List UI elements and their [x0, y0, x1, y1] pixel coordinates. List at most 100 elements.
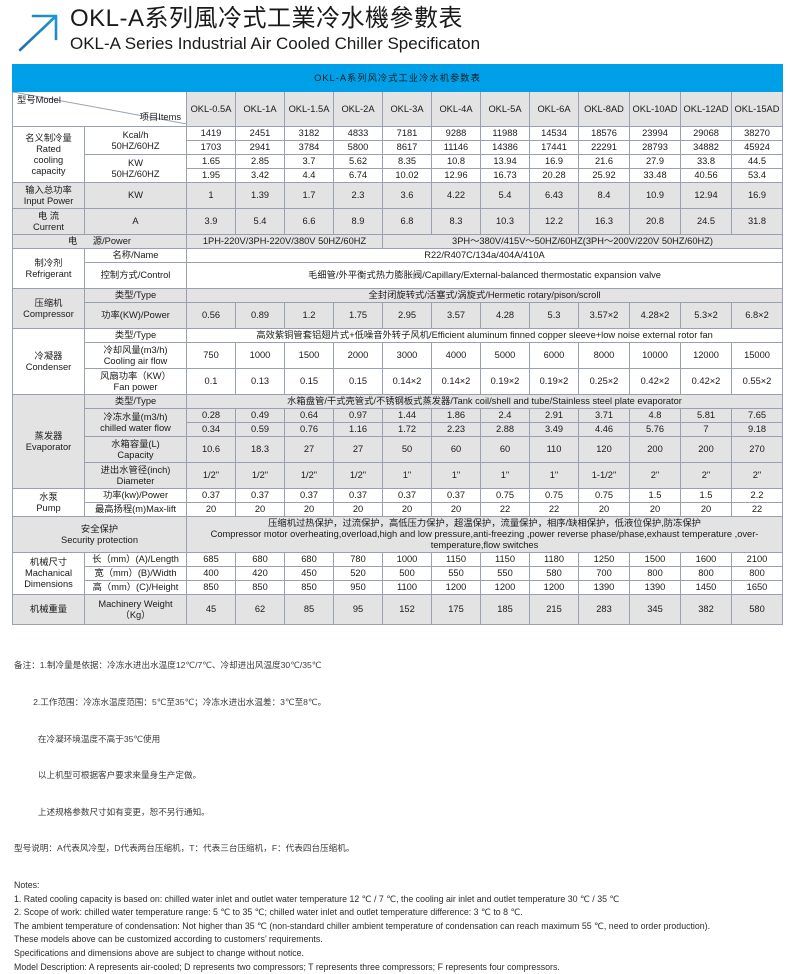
sub-label-weight-unit: Machinery Weight （Kg） — [84, 594, 187, 625]
cell: 18576 — [578, 126, 630, 141]
cell: 13.94 — [480, 154, 530, 169]
cell: 9.18 — [730, 422, 784, 437]
cell: 0.15 — [333, 368, 383, 395]
cell: 2.91 — [529, 408, 579, 423]
cell: 45 — [186, 594, 236, 625]
cell: 1.95 — [186, 168, 236, 183]
cell: 3.42 — [235, 168, 285, 183]
cell: 10.3 — [480, 208, 530, 235]
model-header-10: OKL-12AD — [680, 91, 732, 127]
cell: 1200 — [480, 580, 530, 595]
cell: 4833 — [333, 126, 383, 141]
cell: 12.2 — [529, 208, 579, 235]
cell: 1/2" — [284, 462, 334, 489]
cell: 1200 — [431, 580, 481, 595]
table-header-row: 型号Model 项目Items OKL-0.5A OKL-1A OKL-1.5A… — [12, 91, 784, 127]
cell: 2451 — [235, 126, 285, 141]
unit-current: A — [84, 208, 187, 235]
note-cn-2: 在冷凝环境温度不高于35℃使用 — [14, 733, 161, 744]
cell: 580 — [529, 566, 579, 581]
cell: 6.43 — [529, 182, 579, 209]
cell: 12.96 — [431, 168, 481, 183]
cell: 0.19×2 — [480, 368, 530, 395]
cell: 16.9 — [730, 182, 784, 209]
cell: 3182 — [284, 126, 334, 141]
cell: 7 — [680, 422, 732, 437]
sub-label-height: 高（mm）(C)/Height — [84, 580, 187, 595]
cell: 7.65 — [730, 408, 784, 423]
cell: 0.75 — [578, 488, 630, 503]
cell: 60 — [431, 436, 481, 463]
cell: 283 — [578, 594, 630, 625]
cell: 16.9 — [529, 154, 579, 169]
model-header-1: OKL-1A — [235, 91, 285, 127]
cell: 2100 — [730, 552, 784, 567]
cell: 700 — [578, 566, 630, 581]
sub-label-evaporator-capacity: 水箱容量(L) Capacity — [84, 436, 187, 463]
cell: 85 — [284, 594, 334, 625]
cell: 152 — [382, 594, 432, 625]
cell: 4000 — [431, 342, 481, 369]
cell: 7181 — [382, 126, 432, 141]
cell: 1/2" — [235, 462, 285, 489]
cell: 8000 — [578, 342, 630, 369]
cell: 5800 — [333, 140, 383, 155]
sub-label-condenser-fanpower: 风扇功率（KW） Fan power — [84, 368, 187, 395]
page-header: OKL-A系列風冷式工業冷水機參數表 OKL-A Series Industri… — [0, 0, 790, 56]
cell: 20 — [235, 502, 285, 517]
cell: 1703 — [186, 140, 236, 155]
cell: 4.46 — [578, 422, 630, 437]
row-power-supply: 电 源/Power 1PH-220V/3PH-220V/380V 50HZ/60… — [12, 234, 784, 249]
cell: 4.4 — [284, 168, 334, 183]
group-label-compressor: 压缩机 Compressor — [12, 288, 85, 329]
cell: 3.57 — [431, 302, 481, 329]
cell: 382 — [680, 594, 732, 625]
spec-table-wrap: OKL-A系列风冷式工业冷水机参数表 型号Model 项目Items OKL-0… — [11, 64, 784, 625]
model-header-4: OKL-3A — [382, 91, 432, 127]
cell: 1.75 — [333, 302, 383, 329]
corner-label-model: 型号Model — [17, 95, 61, 105]
cell: 6.6 — [284, 208, 334, 235]
cell: 8.9 — [333, 208, 383, 235]
row-security-protection: 安全保护 Security protection 压缩机过热保护，过流保护，高低… — [12, 516, 784, 553]
cell: 5.3 — [529, 302, 579, 329]
sub-label-pump-power: 功率(kw)/Power — [84, 488, 187, 503]
cell: 1" — [529, 462, 579, 489]
cell: 5.76 — [629, 422, 681, 437]
row-compressor-power: 功率(KW)/Power 0.56 0.89 1.2 1.75 2.95 3.5… — [12, 302, 784, 329]
cell: 2.95 — [382, 302, 432, 329]
cell: 1500 — [629, 552, 681, 567]
cell: 20 — [431, 502, 481, 517]
cell: 1.72 — [382, 422, 432, 437]
cell: 450 — [284, 566, 334, 581]
cell: 2.3 — [333, 182, 383, 209]
cell: 0.37 — [186, 488, 236, 503]
model-header-11: OKL-15AD — [730, 91, 784, 127]
cell: 0.76 — [284, 422, 334, 437]
group-label-rated-cooling: 名义制冷量 Rated cooling capacity — [12, 126, 85, 183]
notes-cn: 备注：1.制冷量是依据：冷冻水进出水温度12℃/7℃、冷却进出风温度30℃/35… — [14, 635, 776, 879]
evaporator-type-value: 水箱盘管/干式壳管式/不锈钢板式蒸发器/Tank coil/shell and … — [185, 394, 784, 409]
cell: 0.56 — [186, 302, 236, 329]
unit-input-power: KW — [84, 182, 187, 209]
cell: 20.8 — [629, 208, 681, 235]
cell: 345 — [629, 594, 681, 625]
row-evaporator-flow-60: 0.34 0.59 0.76 1.16 1.72 2.23 2.88 3.49 … — [12, 422, 784, 437]
cell: 45924 — [730, 140, 784, 155]
table-banner-row: OKL-A系列风冷式工业冷水机参数表 — [11, 64, 784, 92]
cell: 1200 — [529, 580, 579, 595]
cell: 5.4 — [480, 182, 530, 209]
group-label-dimensions: 机械尺寸 Machanical Dimensions — [12, 552, 85, 595]
cell: 1390 — [629, 580, 681, 595]
cell: 29068 — [680, 126, 732, 141]
cell: 21.6 — [578, 154, 630, 169]
cell: 0.19×2 — [529, 368, 579, 395]
note-en-3: These models above can be customized acc… — [14, 934, 323, 945]
cell: 1/2" — [333, 462, 383, 489]
cell: 16.73 — [480, 168, 530, 183]
cell: 1 — [186, 182, 236, 209]
group-label-evaporator: 蒸发器 Evaporator — [12, 394, 85, 489]
row-kw-50: KW 50HZ/60HZ 1.65 2.85 3.7 5.62 8.35 10.… — [12, 154, 784, 183]
cell: 20.28 — [529, 168, 579, 183]
